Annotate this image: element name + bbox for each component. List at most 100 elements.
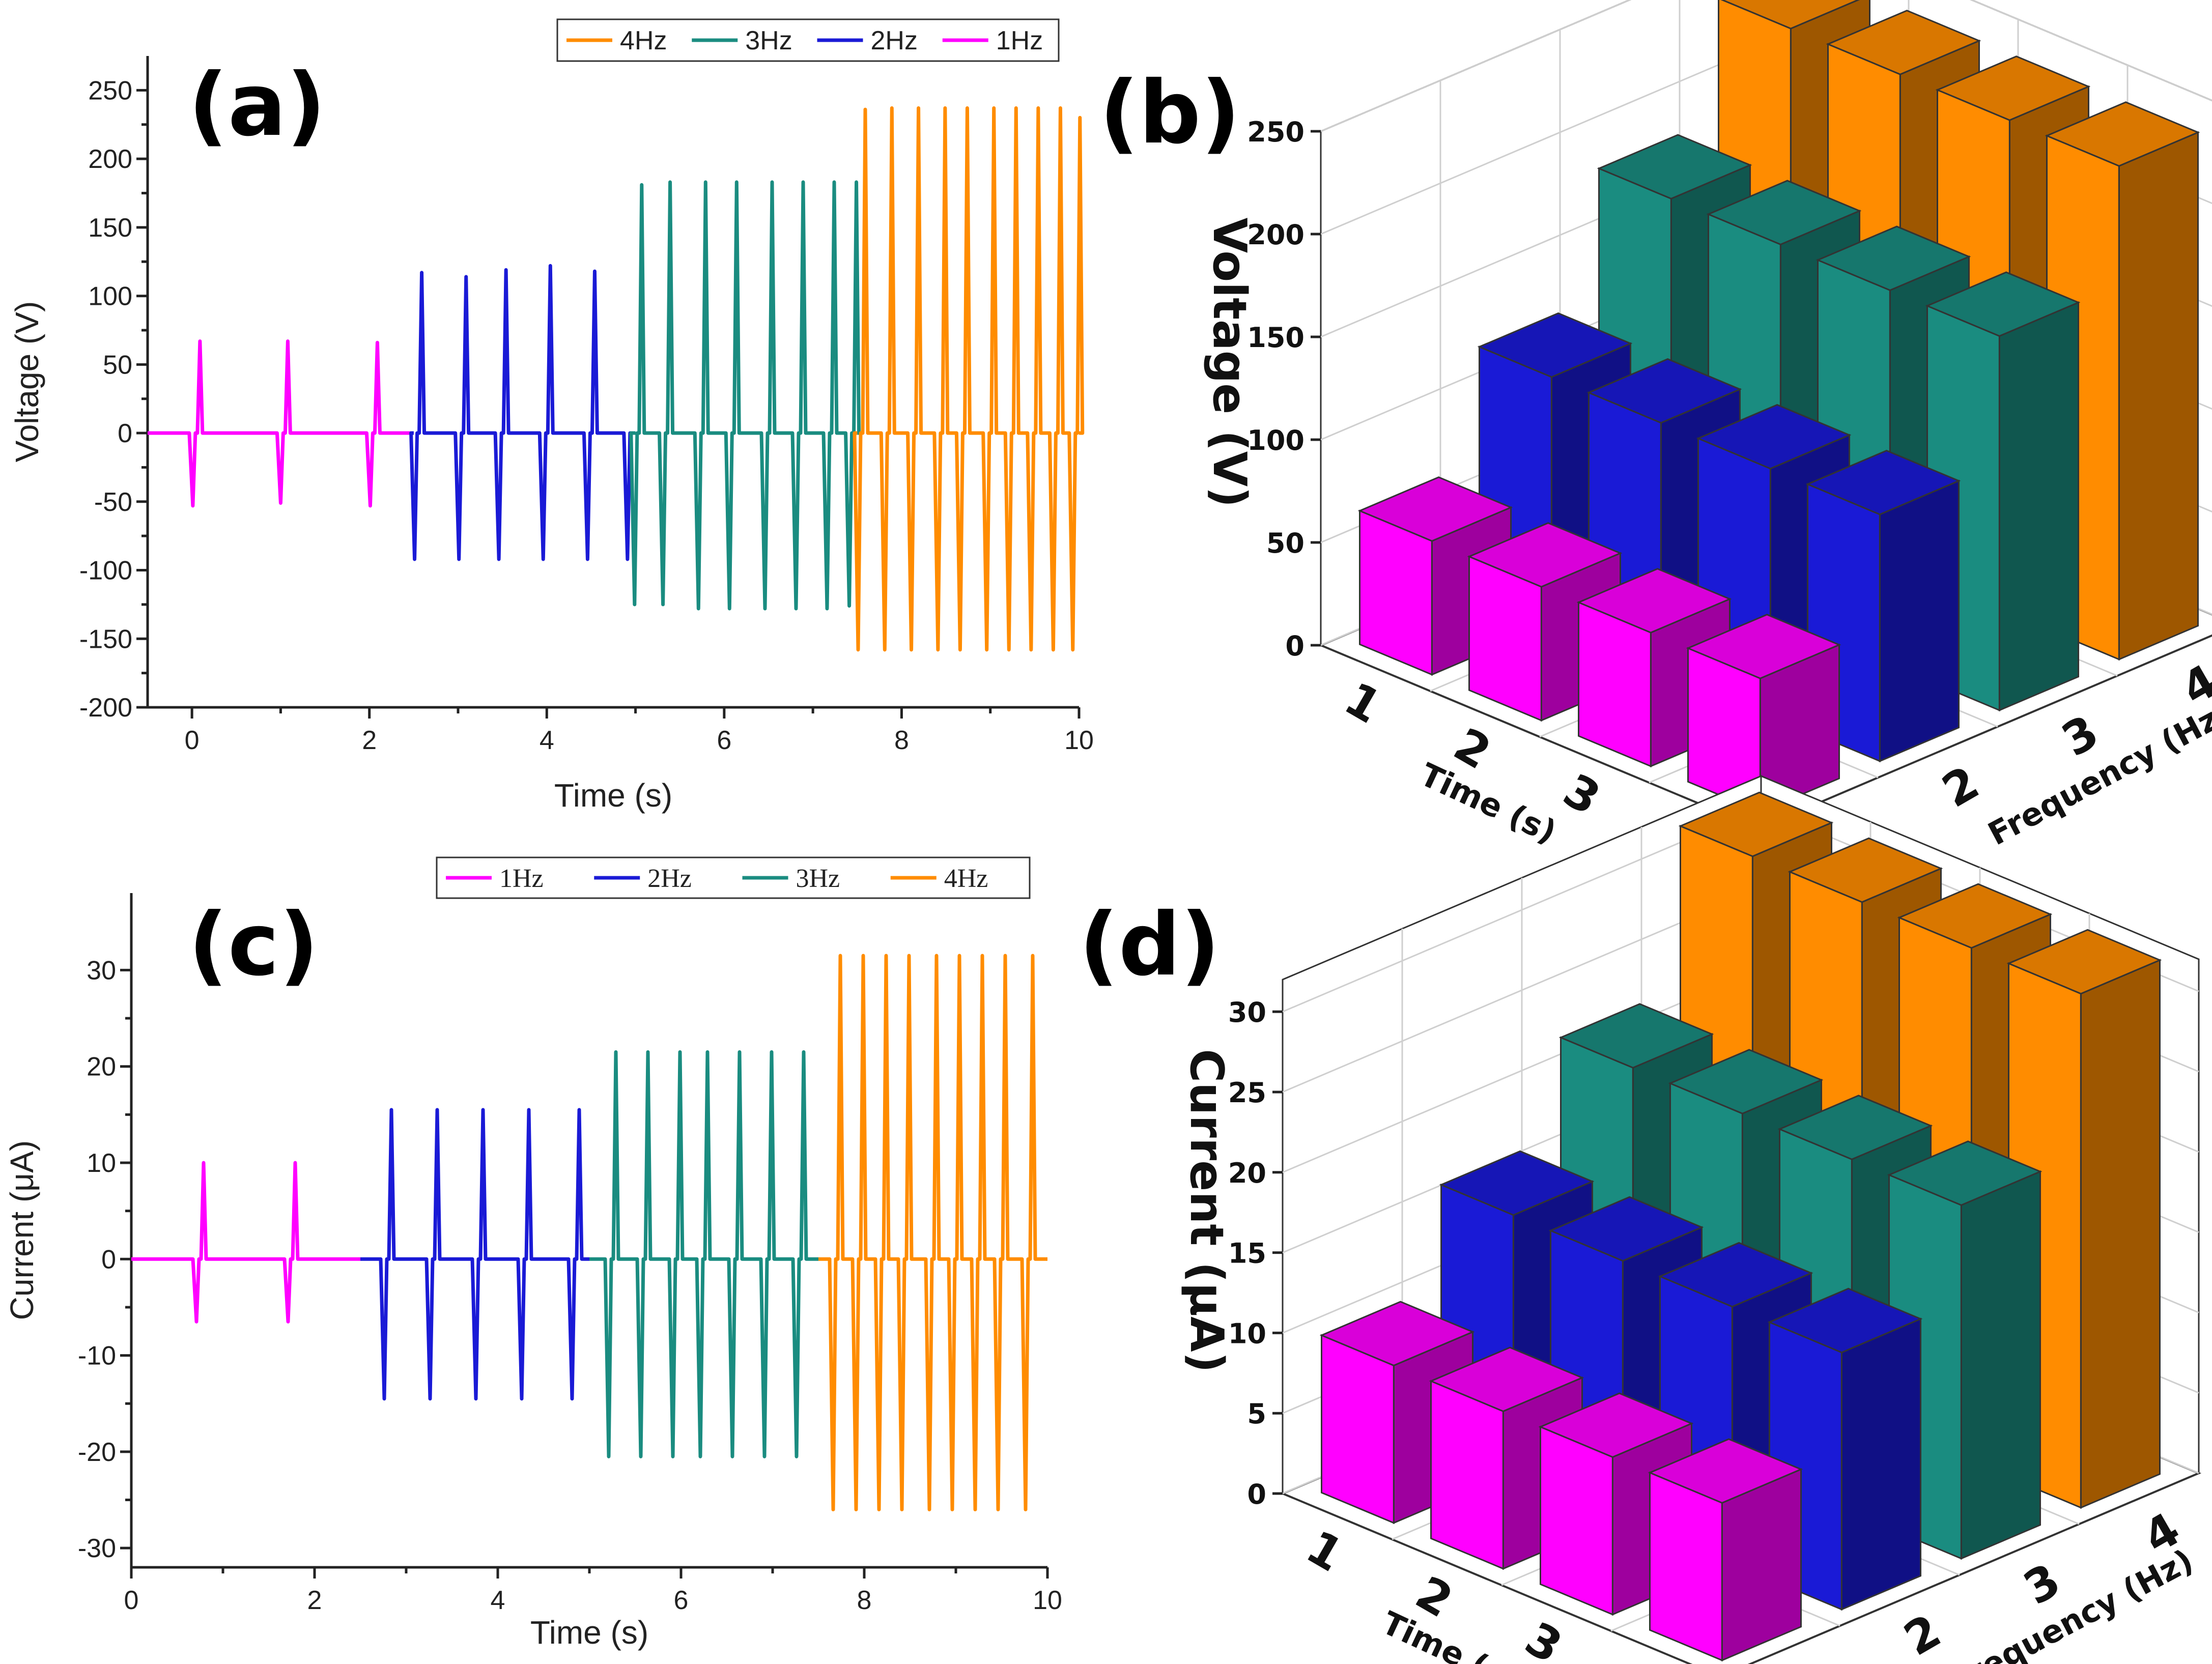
time-tick-label: 3 [1516,1612,1571,1664]
series-2Hz-trace [360,1108,589,1401]
bar-face-top [1658,1242,1813,1308]
z-tick-label: 0 [1285,630,1304,662]
y-tick-label: -150 [79,624,132,654]
z-axis-label: Voltage (V) [1203,218,1256,508]
bar-face-top [1935,55,2091,121]
bar-face-front [1998,301,2079,711]
time-tick-label: 1 [1297,1520,1352,1582]
x-tick-label: 4 [540,726,554,755]
legend-label-4Hz: 4Hz [620,26,667,55]
bar-face-top [1538,1392,1694,1458]
series-1Hz-trace [148,339,414,508]
bar-1Hz-t4 [1686,614,1841,813]
bar-face-top [1686,614,1841,679]
bar-face-top [1558,1003,1714,1069]
x-tick-label: 0 [185,726,200,755]
x-tick-label: 6 [674,1586,689,1615]
y-tick-label: 10 [87,1149,116,1178]
series-3Hz-trace [629,180,861,611]
z-tick-label: 50 [1266,527,1304,559]
bar-1Hz-t4 [1648,1438,1803,1661]
z-grid-line [1320,0,2212,132]
time-axis-label: Time (s) [1414,756,1562,851]
z-tick-label: 5 [1247,1398,1266,1430]
bar-face-front [1960,1170,2041,1560]
legend-label-2Hz: 2Hz [871,26,918,55]
legend-label-3Hz: 3Hz [745,26,792,55]
bar-face-top [1548,1196,1704,1262]
x-tick-label: 0 [124,1586,139,1615]
y-axis-label: Current (μA) [4,1140,40,1320]
freq-tick-label: 2 [1934,756,1988,818]
bar-face-top [1597,134,1752,200]
y-tick-label: 150 [88,213,132,243]
bar-face-top [1429,1346,1584,1413]
legend-label-1Hz: 1Hz [499,864,544,893]
bar-face-top [1720,0,1860,30]
x-tick-label: 2 [362,726,377,755]
bar-face-side [1649,1471,1723,1661]
series-3Hz-trace [589,1050,818,1458]
z-tick-label: 25 [1228,1077,1266,1109]
bar-face-top [2045,101,2200,167]
series-2Hz-trace [409,264,636,561]
x-tick-label: 6 [717,726,731,755]
freq-tick-label: 1 [1776,1655,1830,1664]
x-tick-label: 8 [894,726,909,755]
bar-face-top [1668,1049,1824,1114]
bar-face-top [1319,1301,1475,1367]
time-tick-label: 3 [1554,763,1609,825]
bar-face-front [1840,1317,1921,1611]
bar-face-front [2080,959,2161,1509]
y-tick-label: 0 [118,419,132,448]
bar-face-top [1439,1150,1595,1216]
legend-label-2Hz: 2Hz [647,864,692,893]
y-tick-label: -10 [78,1341,116,1371]
z-tick-label: 200 [1247,219,1304,251]
bar-face-top [1696,404,1852,470]
bar-face-front [2118,131,2199,661]
y-tick-label: -20 [78,1438,116,1467]
bar-4Hz-t4 [2006,929,2162,1509]
series-4Hz-trace [818,954,1047,1511]
y-tick-label: 200 [88,145,132,174]
bar-face-top [1925,271,2081,337]
bar-face-top [1706,180,1862,246]
y-tick-label: -30 [78,1534,116,1563]
legend-label-4Hz: 4Hz [944,864,988,893]
bar-face-top [1897,883,2053,949]
series-4Hz-trace [853,106,1085,652]
bar-face-top [1826,10,1981,75]
bar-face-top [1586,358,1742,424]
z-tick-label: 15 [1228,1238,1266,1270]
panel-a: -200 -150 -100 -50 0 50 100 150 200 250 0 2 4 6 8 10 Tim… [9,18,1094,814]
bar-face-side [1321,1334,1395,1524]
bar-face-top [1467,522,1623,588]
bar-face-top [1477,312,1633,378]
bar-face-top [1788,837,1943,903]
y-tick-label: 30 [87,956,116,985]
y-tick-label: 250 [88,76,132,105]
time-tick-label: 1 [1336,672,1390,734]
panel-label: (a) [188,55,326,156]
bar-face-side [1430,1380,1504,1570]
x-tick-label: 10 [1033,1586,1062,1615]
z-tick-label: 20 [1228,1157,1266,1189]
bar-face-top [1767,1287,1923,1354]
bar-face-top [1887,1140,2043,1206]
bar-face-side [1540,1425,1613,1616]
z-axis-label: Current (μA) [1180,1049,1233,1373]
bar-face-top [1576,568,1732,634]
bar-face-top [1816,225,1971,292]
z-tick-label: 250 [1247,116,1304,148]
z-tick-label: 100 [1247,424,1304,456]
panel-label: (b) [1099,63,1240,163]
bar-face-top [2006,929,2162,995]
x-tick-label: 4 [491,1586,505,1615]
x-tick-label: 2 [307,1586,322,1615]
x-axis-label: Time (s) [530,1614,648,1651]
bar-face-top [1648,1438,1803,1504]
series-1Hz-trace [131,1161,360,1324]
